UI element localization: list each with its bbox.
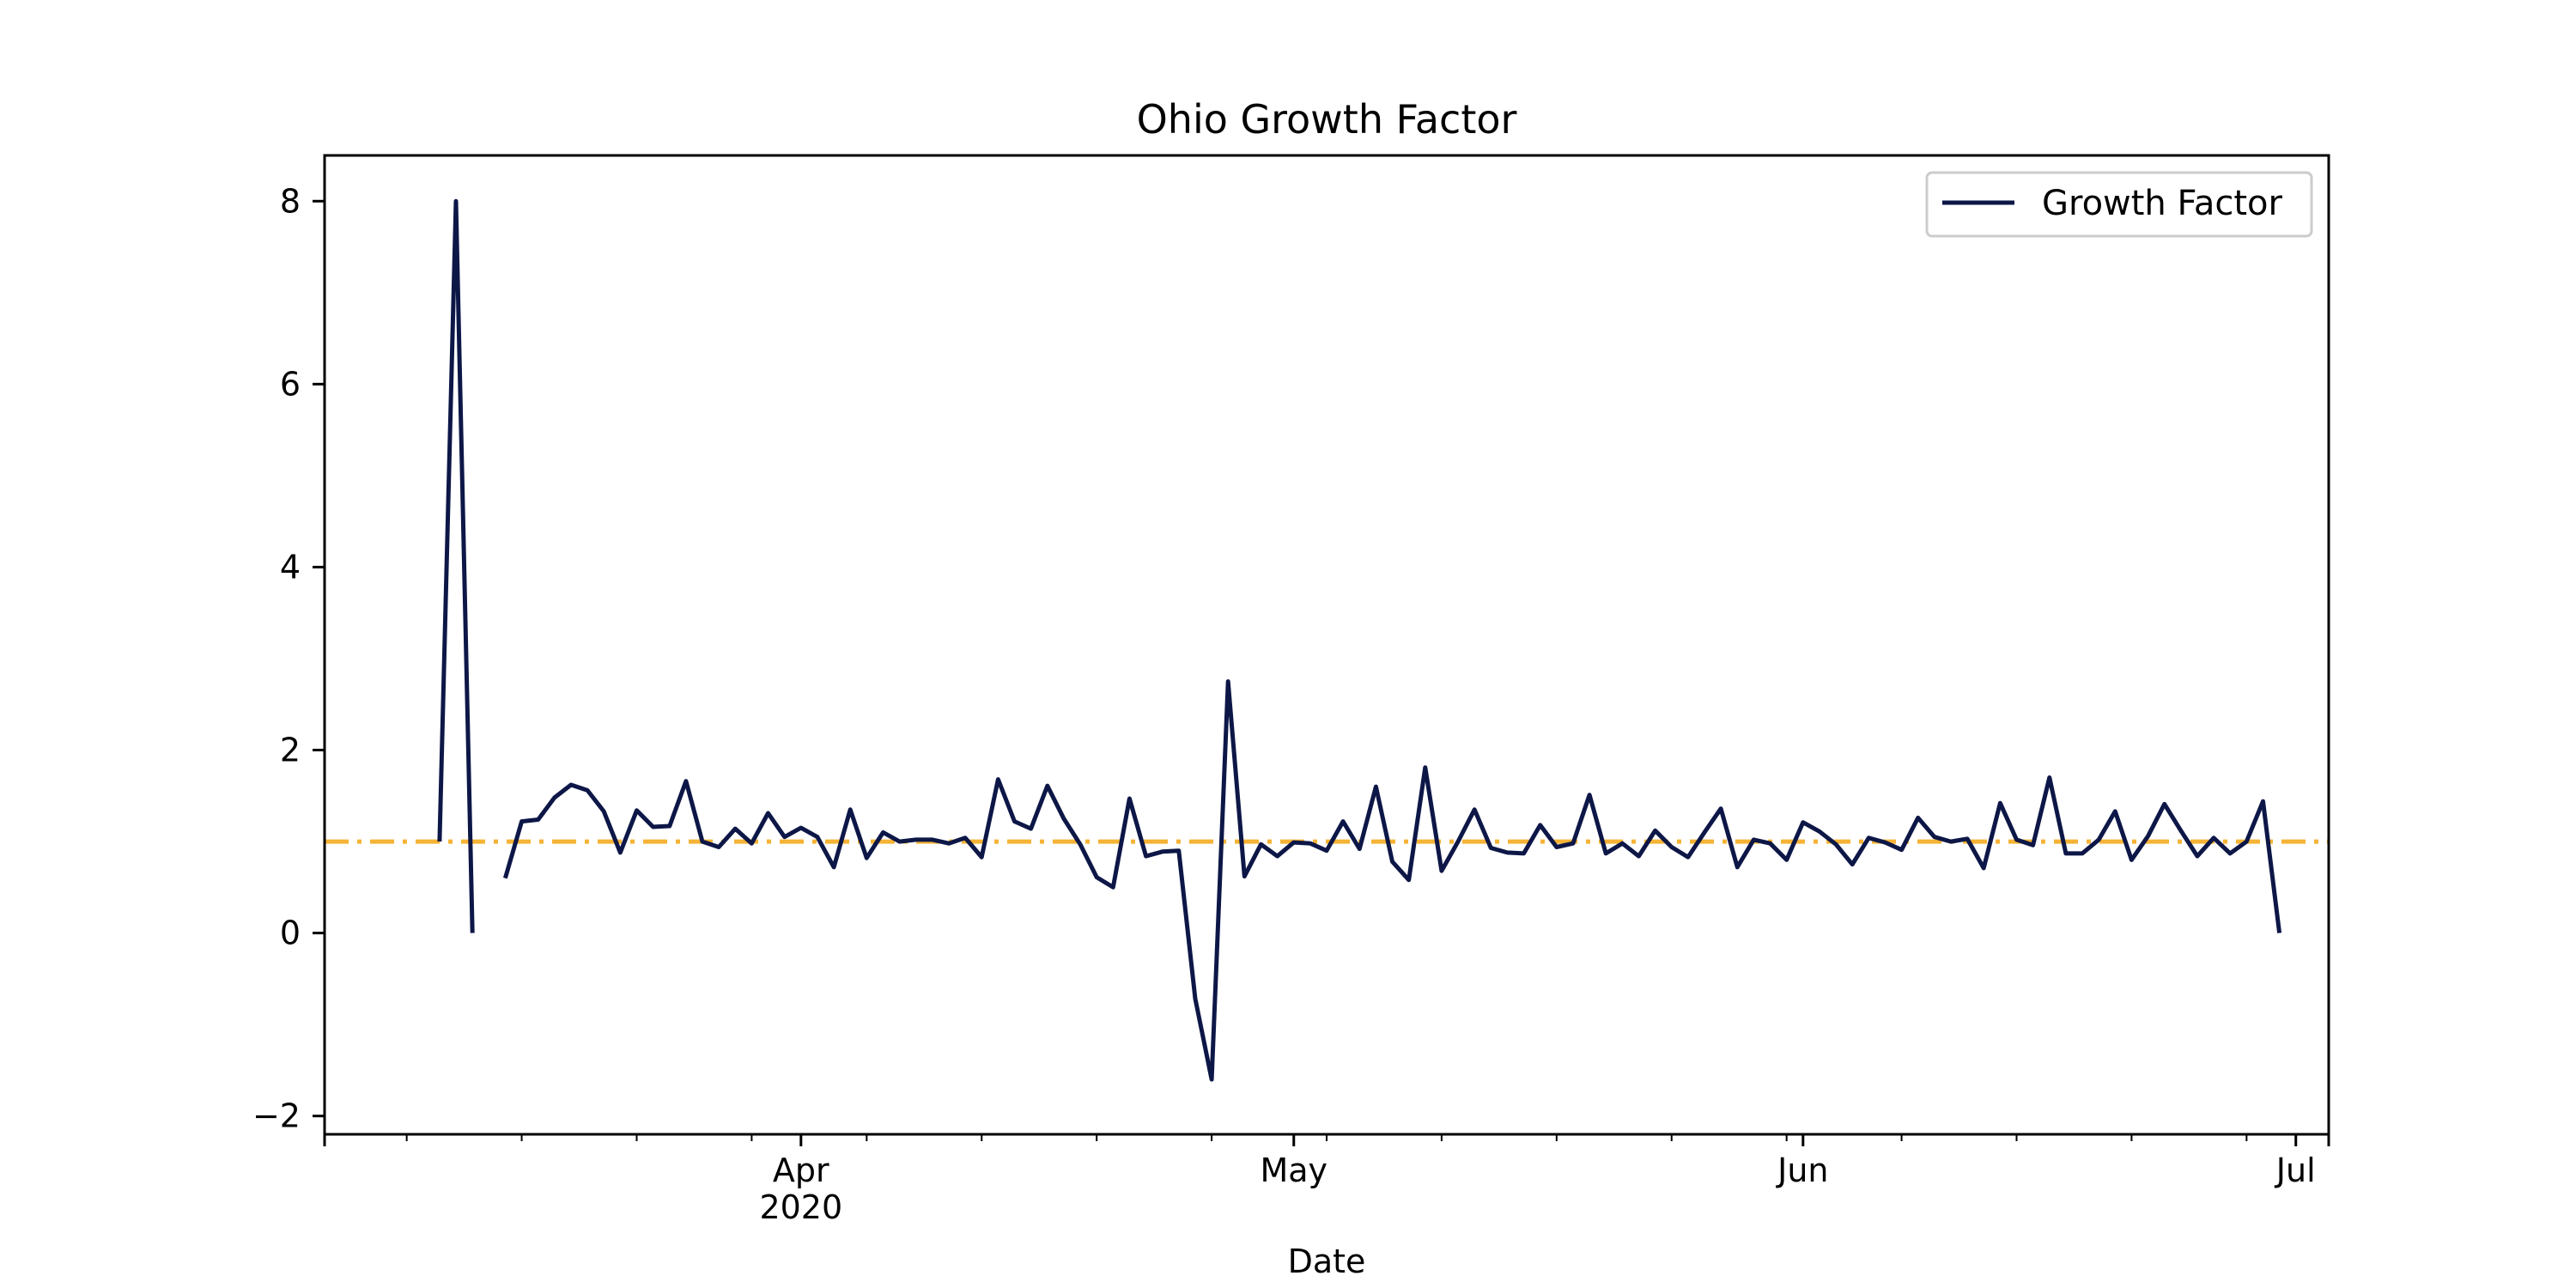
y-tick-label: −2	[252, 1097, 301, 1135]
legend: Growth Factor	[1925, 171, 2313, 238]
y-tick-label: 4	[280, 548, 301, 586]
legend-box	[1925, 171, 2313, 238]
y-tick-label: 6	[280, 365, 301, 403]
y-tick-label: 8	[280, 182, 301, 220]
chart-title: Ohio Growth Factor	[1137, 96, 1517, 143]
y-axis: −2 0 2 4 6 8	[252, 182, 325, 1135]
x-tick-label: May	[1260, 1151, 1327, 1189]
x-tick-label: Apr	[773, 1151, 829, 1189]
series-line-growth-factor-segment-1	[437, 198, 475, 933]
x-axis-label: Date	[1288, 1242, 1366, 1280]
legend-label-growth-factor: Growth Factor	[2042, 184, 2282, 223]
x-tick-sublabel: 2020	[759, 1188, 842, 1226]
y-tick-label: 2	[280, 732, 301, 769]
x-tick-label: Jun	[1776, 1151, 1828, 1189]
plot-area	[325, 198, 2329, 1082]
x-tick-label: Jul	[2275, 1151, 2316, 1189]
y-tick-label: 0	[280, 914, 301, 952]
series-line-growth-factor-segment-2	[502, 679, 2282, 1082]
